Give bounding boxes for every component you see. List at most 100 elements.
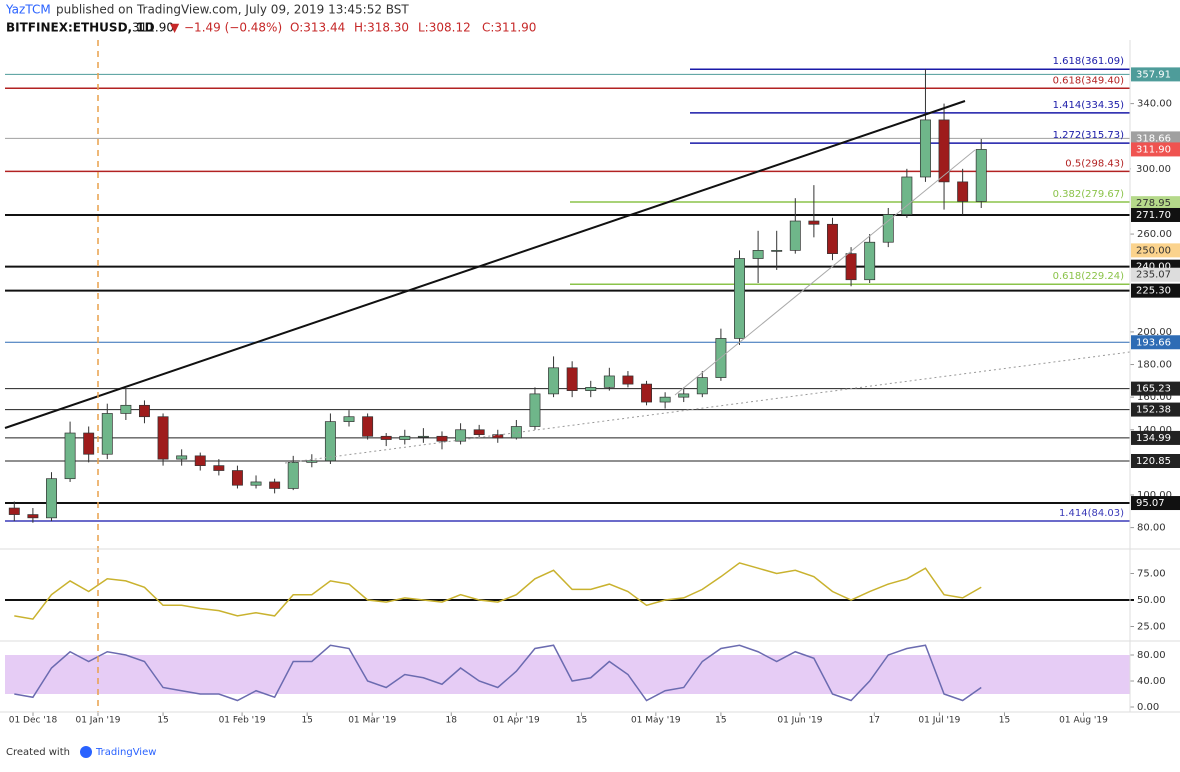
candle-body [362,416,374,437]
fib-label: 0.618(349.40) [1053,75,1125,86]
x-tick-label: 01 Mar '19 [348,716,396,726]
candle-body [548,367,560,395]
price-label-box [1131,207,1180,222]
trend-line [4,100,966,429]
price-label-box [1131,496,1180,511]
candle-body [455,429,467,442]
candle-body [938,119,950,183]
indicator-tick-label: 40.00 [1137,676,1166,687]
candle-body [622,375,634,385]
candle-body [101,413,113,455]
candle-body [659,396,671,403]
symbol: BITFINEX:ETHUSD, 1D [6,21,155,35]
candle-body [46,478,57,519]
x-tick-label: 15 [999,716,1010,726]
x-tick-label: 01 Jun '19 [777,716,822,726]
indicator-tick-label: 50.00 [1137,595,1166,606]
price-label-box [1131,402,1180,417]
price-label-box [1131,196,1180,211]
candle-body [585,387,597,391]
candle-body [641,383,652,403]
footer-brand[interactable]: TradingView [95,747,156,758]
candle-body [975,149,987,202]
price-label: 311.90 [1136,144,1171,155]
candle-body [771,250,783,252]
price-label-box [1131,381,1180,396]
ohlc-open: O:313.44 [290,21,345,35]
published: published on TradingView.com, July 09, 2… [56,3,409,17]
candle-body [250,481,262,486]
candle-body [566,367,578,391]
price-label: 357.91 [1136,69,1171,80]
price-label: 271.70 [1136,210,1171,221]
x-tick-label: 15 [576,716,587,726]
price-label-box [1131,267,1180,282]
x-tick-label: 01 Jul '19 [918,716,960,726]
candle-body [213,465,225,471]
price-label-box [1131,283,1180,298]
candle-body [436,435,448,442]
indicator-tick-label: 25.00 [1137,622,1166,633]
candle-body [380,435,392,440]
price-label-box [1131,131,1180,146]
price-label-box [1131,161,1180,176]
price-label: 95.07 [1136,498,1165,509]
price-label-box [1131,430,1180,445]
y-tick-label: 200.00 [1137,327,1172,338]
ohlc-low: L:308.12 [418,21,471,35]
indicator-tick-label: 80.00 [1137,650,1166,661]
x-tick-label: 01 May '19 [631,716,681,726]
candle-body [864,241,876,281]
ohlc-close: C:311.90 [482,21,536,35]
indicator-tick-label: 0.00 [1137,702,1159,713]
price-label: 235.07 [1136,270,1171,281]
x-tick-label: 01 Aug '19 [1059,716,1108,726]
candle-body [64,432,76,480]
candle-body [529,393,541,427]
y-tick-label: 80.00 [1137,523,1166,534]
candle-body [231,470,243,486]
brand-logo [80,746,92,758]
fib-label: 1.414(84.03) [1059,508,1124,519]
fib-label: 0.382(279.67) [1053,189,1125,200]
price-change: −1.49 (−0.48%) [184,21,282,35]
candle-body [417,435,429,438]
fib-label: 0.618(229.24) [1053,271,1125,282]
candle-body [882,214,894,243]
price-label: 318.66 [1136,133,1171,144]
account[interactable]: YazTCM [5,3,51,17]
price-label-box [1131,453,1180,468]
candle-body [287,462,299,489]
candle-body [306,460,318,463]
candle-body [176,455,188,460]
fib-label: 1.618(361.09) [1053,56,1125,67]
y-tick-label: 160.00 [1137,392,1172,403]
y-tick-label: 100.00 [1137,490,1172,501]
candle-body [734,258,745,339]
x-tick-label: 15 [715,716,726,726]
candle-body [157,416,169,460]
fib-label: 1.272(315.73) [1053,130,1125,141]
down-arrow: ▼ [170,21,180,35]
candle-body [827,223,838,254]
trend-line-support [674,149,976,396]
price-label: 152.38 [1136,405,1171,416]
candle-body [845,253,857,281]
candle-body [696,377,708,395]
candle-body [808,220,820,225]
x-tick-label: 15 [301,716,312,726]
y-tick-label: 180.00 [1137,360,1172,371]
y-tick-label: 260.00 [1137,229,1172,240]
candle-body [678,393,690,398]
x-tick-label: 17 [869,716,880,726]
price-label: 134.99 [1136,433,1171,444]
candle-body [120,404,132,414]
candle-body [27,514,39,519]
price-label: 193.66 [1136,337,1171,348]
candle-body [324,421,336,462]
fib-label: 1.414(334.35) [1053,100,1125,111]
price-label: 278.95 [1136,198,1171,209]
y-tick-label: 340.00 [1137,99,1172,110]
